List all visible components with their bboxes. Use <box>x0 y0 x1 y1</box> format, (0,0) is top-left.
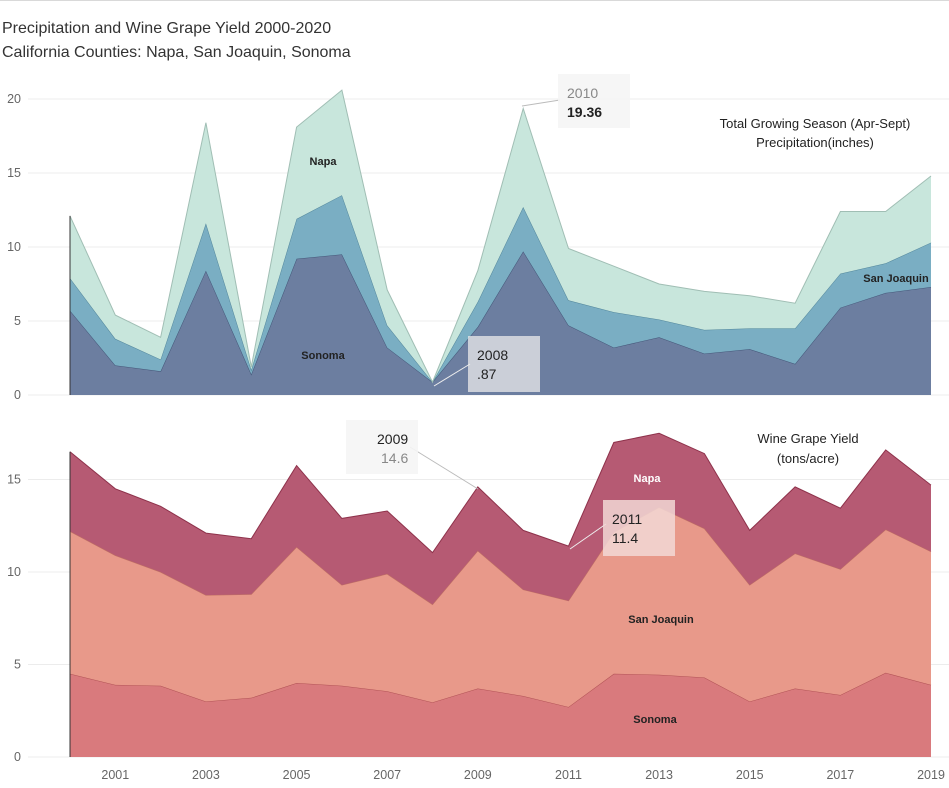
yield-panel-subtitle: (tons/acre) <box>777 451 839 466</box>
yield-x-ticks: 2001 2003 2005 2007 2009 2011 2013 2015 2017 2019 <box>101 768 945 782</box>
yield-y-tick-label: 0 <box>14 750 21 764</box>
yield-y-tick-label: 15 <box>7 473 21 487</box>
annotation-2009: 2009 14.6 <box>346 420 479 490</box>
x-tick-label: 2001 <box>101 768 129 782</box>
precip-label-napa: Napa <box>310 156 338 168</box>
x-tick-label: 2009 <box>464 768 492 782</box>
yield-area-san-joaquin <box>70 507 931 707</box>
annotation-2011-value: 11.4 <box>612 530 638 546</box>
yield-area-napa-line <box>69 432 932 554</box>
precip-area-napa <box>70 90 931 383</box>
precip-area-san-joaquin <box>70 195 931 383</box>
yield-y-tick-label: 10 <box>7 565 21 579</box>
annotation-2009-value: 14.6 <box>381 450 408 466</box>
precip-label-san-joaquin: San Joaquin <box>863 273 929 285</box>
precip-area-napa-line <box>69 89 932 384</box>
precip-y-tick-label: 0 <box>14 388 21 402</box>
precip-label-sonoma: Sonoma <box>301 350 345 362</box>
yield-label-napa: Napa <box>634 473 662 485</box>
annotation-2010-value: 19.36 <box>567 104 602 120</box>
precip-y-ticks: 0 5 10 15 20 <box>7 92 21 402</box>
precip-panel-title: Total Growing Season (Apr-Sept) <box>720 116 911 131</box>
yield-y-tick-label: 5 <box>14 658 21 672</box>
yield-area-sonoma <box>70 672 931 757</box>
precip-y-tick-label: 15 <box>7 166 21 180</box>
yield-areas <box>69 432 932 757</box>
x-tick-label: 2017 <box>826 768 854 782</box>
precip-areas <box>69 89 932 395</box>
precip-y-tick-label: 10 <box>7 240 21 254</box>
yield-area-napa <box>70 433 931 605</box>
yield-panel-title: Wine Grape Yield <box>757 431 858 446</box>
x-tick-label: 2015 <box>736 768 764 782</box>
x-tick-label: 2003 <box>192 768 220 782</box>
yield-area-san-joaquin-line <box>69 506 932 606</box>
precip-area-sonoma <box>70 251 931 395</box>
precip-y-tick-label: 5 <box>14 314 21 328</box>
annotation-2009-year: 2009 <box>377 431 408 447</box>
annotation-2008-value: .87 <box>477 366 497 382</box>
annotation-2010-year: 2010 <box>567 85 598 101</box>
yield-y-ticks: 0 5 10 15 <box>7 473 21 765</box>
top-rule <box>0 0 949 1</box>
annotation-2011: 2011 11.4 <box>569 500 675 556</box>
annotation-2011-year: 2011 <box>612 511 642 527</box>
x-tick-label: 2005 <box>283 768 311 782</box>
x-tick-label: 2019 <box>917 768 945 782</box>
chart-title: Precipitation and Wine Grape Yield 2000-… <box>2 20 332 37</box>
annotation-2008: 2008 .87 <box>433 336 540 392</box>
yield-label-sonoma: Sonoma <box>633 714 677 726</box>
precip-panel-subtitle: Precipitation(inches) <box>756 135 874 150</box>
x-tick-label: 2011 <box>555 768 582 782</box>
yield-label-san-joaquin: San Joaquin <box>628 614 694 626</box>
x-tick-label: 2013 <box>645 768 673 782</box>
annotation-2008-year: 2008 <box>477 347 508 363</box>
chart-subtitle: California Counties: Napa, San Joaquin, … <box>2 44 351 61</box>
annotation-2010: 2010 19.36 <box>521 74 630 128</box>
x-tick-label: 2007 <box>373 768 401 782</box>
precip-y-tick-label: 20 <box>7 92 21 106</box>
